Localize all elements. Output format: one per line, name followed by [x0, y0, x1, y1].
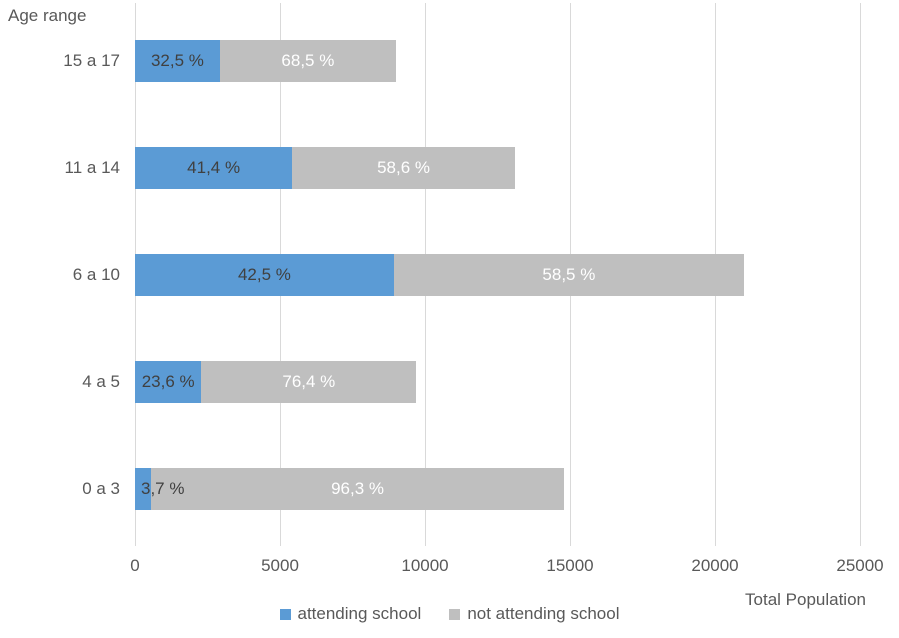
x-tick-label: 10000	[401, 556, 449, 575]
bar-row: 41,4 % 58,6 %	[135, 147, 515, 189]
legend-item: attending school	[279, 604, 422, 624]
bar-segment-attending-school: 41,4 %	[135, 147, 293, 189]
legend-swatch-icon	[279, 608, 291, 620]
bar-segment-attending-school: 23,6 %	[135, 361, 202, 403]
legend-swatch-icon	[449, 608, 461, 620]
bar-segment-attending-school	[135, 468, 151, 510]
x-axis-title: Total Population	[745, 590, 866, 609]
bar-segment-not-attending-school: 76,4 %	[201, 361, 417, 403]
data-label-not-attending: 58,6 %	[377, 158, 431, 177]
legend-label: attending school	[297, 604, 422, 623]
legend-item: not attending school	[449, 604, 620, 624]
bar-row: 23,6 % 76,4 %	[135, 361, 417, 403]
data-label-not-attending: 68,5 %	[281, 51, 335, 70]
data-label-not-attending: 58,5 %	[542, 265, 596, 284]
bar-row: 32,5 % 68,5 %	[135, 40, 396, 82]
data-label-attending: 41,4 %	[187, 158, 241, 177]
bar-segment-not-attending-school: 68,5 %	[219, 40, 396, 82]
data-label-attending: 3,7 %	[141, 479, 185, 498]
data-label-attending: 32,5 %	[150, 51, 204, 70]
category-label: 0 a 3	[82, 479, 120, 498]
bar-segment-not-attending-school: 58,6 %	[292, 147, 515, 189]
data-label-not-attending: 96,3 %	[331, 479, 384, 498]
x-tick-label: 15000	[546, 556, 594, 575]
bar-segment-not-attending-school: 96,3 %	[150, 468, 565, 510]
gridline	[860, 3, 861, 546]
y-axis-title: Age range	[8, 6, 87, 25]
category-label: 11 a 14	[64, 158, 120, 177]
bar-row: 3,7 % 96,3 %	[135, 468, 565, 510]
legend-label: not attending school	[467, 604, 620, 623]
data-label-attending: 23,6 %	[141, 372, 195, 391]
bar-row: 42,5 % 58,5 %	[135, 254, 744, 296]
legend: attending school not attending school	[0, 604, 899, 624]
data-label-attending: 42,5 %	[237, 265, 291, 284]
category-label: 4 a 5	[82, 372, 120, 391]
x-tick-label: 20000	[691, 556, 739, 575]
bar-segment-attending-school: 32,5 %	[135, 40, 220, 82]
category-label: 6 a 10	[72, 265, 120, 284]
bar-segment-not-attending-school: 58,5 %	[393, 254, 744, 296]
bar-segment-attending-school: 42,5 %	[135, 254, 394, 296]
x-tick-label: 0	[130, 556, 140, 575]
data-label-not-attending: 76,4 %	[282, 372, 336, 391]
x-tick-label: 25000	[836, 556, 884, 575]
category-label: 15 a 17	[63, 51, 120, 70]
x-tick-label: 5000	[261, 556, 299, 575]
